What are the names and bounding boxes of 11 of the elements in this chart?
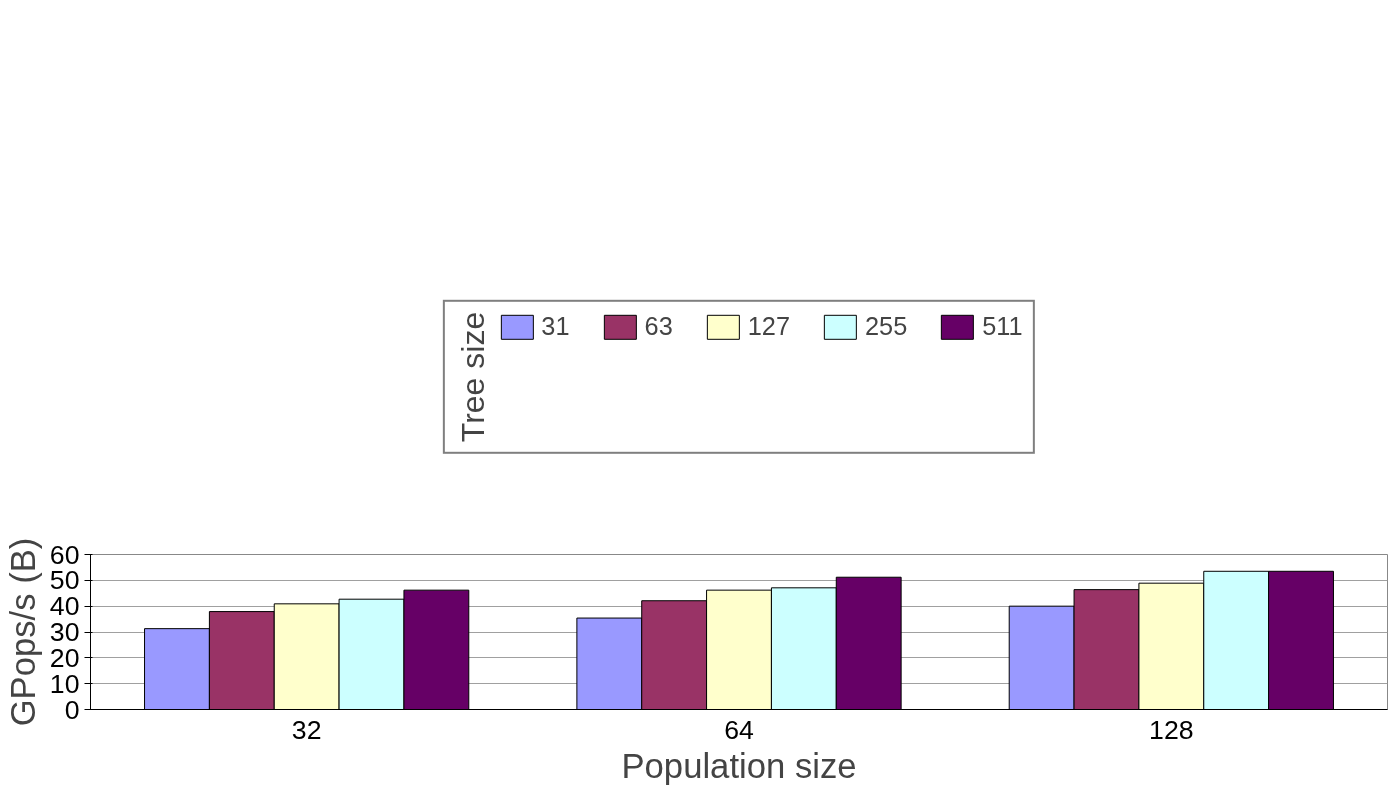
x-tick-label: 128 [1149, 714, 1194, 745]
x-tick-label: 64 [724, 714, 754, 745]
x-axis-title: Population size [621, 746, 857, 785]
legend-label: 63 [644, 312, 673, 342]
y-axis-title: GPops/s (B) [3, 537, 42, 727]
legend-label: 31 [541, 312, 570, 342]
x-tick-label: 32 [291, 714, 322, 745]
legend-title: Tree size [454, 311, 492, 443]
legend-label: 255 [864, 312, 908, 342]
legend-label: 511 [982, 312, 1023, 342]
legend-label: 127 [747, 312, 790, 342]
